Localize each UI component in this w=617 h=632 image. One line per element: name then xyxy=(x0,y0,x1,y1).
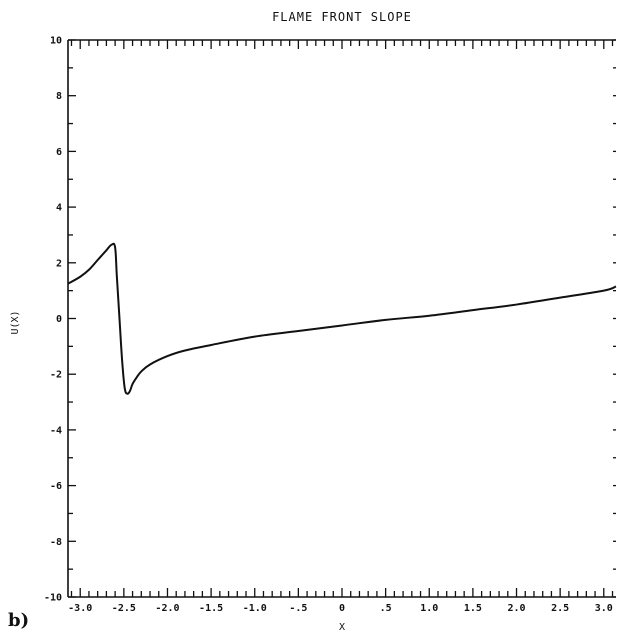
plot-frame xyxy=(67,39,616,598)
x-tick-label: 2.0 xyxy=(507,603,525,614)
y-tick-label: 0 xyxy=(56,314,62,325)
y-tick-label: -2 xyxy=(50,370,62,381)
x-tick-label: -1.5 xyxy=(199,603,223,614)
x-tick-label: 2.5 xyxy=(551,603,569,614)
series-group xyxy=(67,242,617,395)
y-tick-label: 4 xyxy=(56,203,62,214)
x-tick-label: 0 xyxy=(339,603,345,614)
x-tick-label: .5 xyxy=(380,603,392,614)
y-tick-label: 10 xyxy=(50,36,62,47)
y-axis: -10 -8 -6 -4 -2 0 2 4 6 8 10 xyxy=(44,36,616,604)
minor-ticks xyxy=(70,40,614,597)
y-tick-label: -8 xyxy=(50,537,62,548)
y-tick-label: 8 xyxy=(56,91,62,102)
chart-title: FLAME FRONT SLOPE xyxy=(272,10,412,24)
y-tick-label: -6 xyxy=(50,481,62,492)
x-tick-label: -1.0 xyxy=(243,603,267,614)
x-axis: -3.0 -2.5 -2.0 -1.5 -1.0 -.5 0 .5 1.0 1.5 2.0 2.5 3.… xyxy=(68,603,613,614)
x-tick-label: 3.0 xyxy=(595,603,613,614)
x-tick-label: 1.0 xyxy=(420,603,438,614)
x-tick-label: -3.0 xyxy=(68,603,92,614)
x-axis-label: X xyxy=(339,622,345,632)
y-tick-label: 6 xyxy=(56,147,62,158)
series-line-0 xyxy=(67,242,617,395)
x-tick-label: 1.5 xyxy=(464,603,482,614)
x-tick-label: -.5 xyxy=(289,603,307,614)
panel-label: b) xyxy=(8,610,29,631)
y-tick-label: 2 xyxy=(56,258,62,269)
x-tick-label: -2.0 xyxy=(155,603,179,614)
y-axis-label: U(X) xyxy=(10,310,21,334)
x-tick-label: -2.5 xyxy=(112,603,136,614)
y-tick-label: -4 xyxy=(50,425,62,436)
y-tick-label: -10 xyxy=(44,593,62,604)
